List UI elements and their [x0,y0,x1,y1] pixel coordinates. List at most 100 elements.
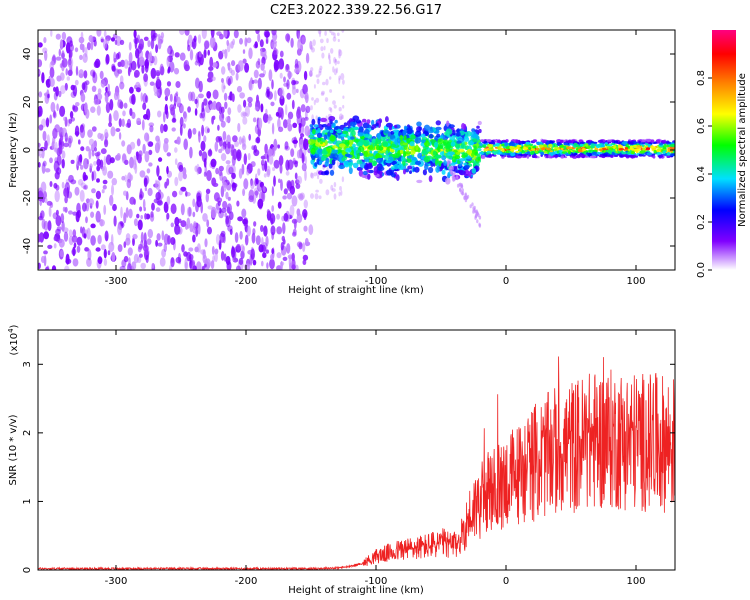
heatmap-cell [248,47,253,60]
heatmap-cell [587,140,591,144]
heatmap-cell [174,52,180,58]
heatmap-cell [194,165,198,172]
heatmap-cell [540,151,545,156]
heatmap-cell [218,170,223,177]
heatmap-cell [549,150,553,153]
heatmap-cell [130,60,137,71]
heatmap-cell [271,122,275,135]
heatmap-cell [38,145,41,157]
heatmap-cell [304,155,308,166]
svg-text:(x104): (x104) [7,324,20,355]
heatmap-cell [414,160,422,166]
heatmap-cell [477,120,482,126]
heatmap-cell [469,204,472,209]
heatmap-cell [428,166,434,174]
heatmap-cell [210,260,215,270]
heatmap-cell [38,105,43,117]
heatmap-cell [352,143,356,148]
heatmap-cell [253,79,258,84]
heatmap-cell [318,68,322,73]
heatmap-cell [257,77,262,90]
heatmap-cell [403,169,406,175]
heatmap-cell [368,158,373,163]
heatmap-cell [47,244,53,249]
heatmap-cell [301,36,306,45]
heatmap-cell [178,252,181,263]
heatmap-cell [180,203,185,216]
heatmap-cell [225,191,229,200]
heatmap-cell [104,128,109,141]
heatmap-cell [197,224,201,235]
heatmap-cell [187,106,192,113]
heatmap-cell [597,139,604,143]
heatmap-cell [265,235,269,247]
heatmap-cell [329,89,333,93]
heatmap-cell [257,33,261,43]
heatmap-cell [124,174,128,182]
heatmap-cell [336,32,340,37]
heatmap-cell [236,243,241,251]
heatmap-cell [622,153,627,157]
heatmap-cell [246,225,251,237]
heatmap-cell [355,119,362,124]
heatmap-cell [601,144,605,148]
heatmap-cell [280,241,284,251]
heatmap-cell [300,133,305,138]
heatmap-cell [390,143,397,148]
heatmap-cell [144,186,148,192]
heatmap-cell [268,69,273,82]
heatmap-cell [318,160,323,165]
heatmap-cell [103,155,107,167]
heatmap-cell [598,148,603,151]
heatmap-cell [471,202,474,207]
heatmap-cell [312,39,316,46]
heatmap-cell [189,223,194,233]
heatmap-cell [304,169,307,181]
heatmap-cell [456,140,462,144]
heatmap-cell [95,190,101,200]
heatmap-cell [246,37,252,44]
snr-y-axis-label: SNR (10 * v/v) [8,414,19,485]
heatmap-cell [664,144,669,148]
heatmap-cell [209,56,214,68]
heatmap-cell [329,135,336,142]
heatmap-cell [250,179,255,190]
heatmap-cell [151,262,155,269]
heatmap-cell [49,114,53,124]
heatmap-cell [129,174,134,181]
heatmap-cell [173,67,180,75]
heatmap-cell [238,168,243,179]
heatmap-cell [50,101,56,113]
heatmap-cell [505,145,511,150]
heatmap-cell [339,113,343,120]
heatmap-cell [439,145,443,149]
heatmap-cell [329,169,335,176]
heatmap-cell [437,138,445,145]
y-tick-label: 1 [22,498,33,504]
heatmap-cell [151,202,155,211]
heatmap-cell [74,47,79,53]
heatmap-cell [538,144,544,148]
heatmap-cell [407,165,413,170]
heatmap-cell [297,39,301,50]
heatmap-cell [450,165,453,170]
heatmap-cell [278,155,284,166]
heatmap-cell [390,166,395,171]
heatmap-cell [290,148,295,157]
heatmap-cell [371,138,376,144]
heatmap-cell [257,127,261,137]
heatmap-cell [216,207,221,214]
heatmap-cell [670,143,675,148]
heatmap-cell [553,146,560,150]
heatmap-cell [262,113,269,123]
heatmap-cell [478,151,485,155]
heatmap-cell [81,82,86,91]
heatmap-cell [610,143,616,145]
heatmap-cell [315,142,321,147]
heatmap-cell [247,96,253,103]
heatmap-cell [604,152,609,155]
heatmap-cell [534,150,538,153]
heatmap-cell [226,203,232,215]
heatmap-cell [184,64,190,72]
heatmap-cell [385,116,389,123]
